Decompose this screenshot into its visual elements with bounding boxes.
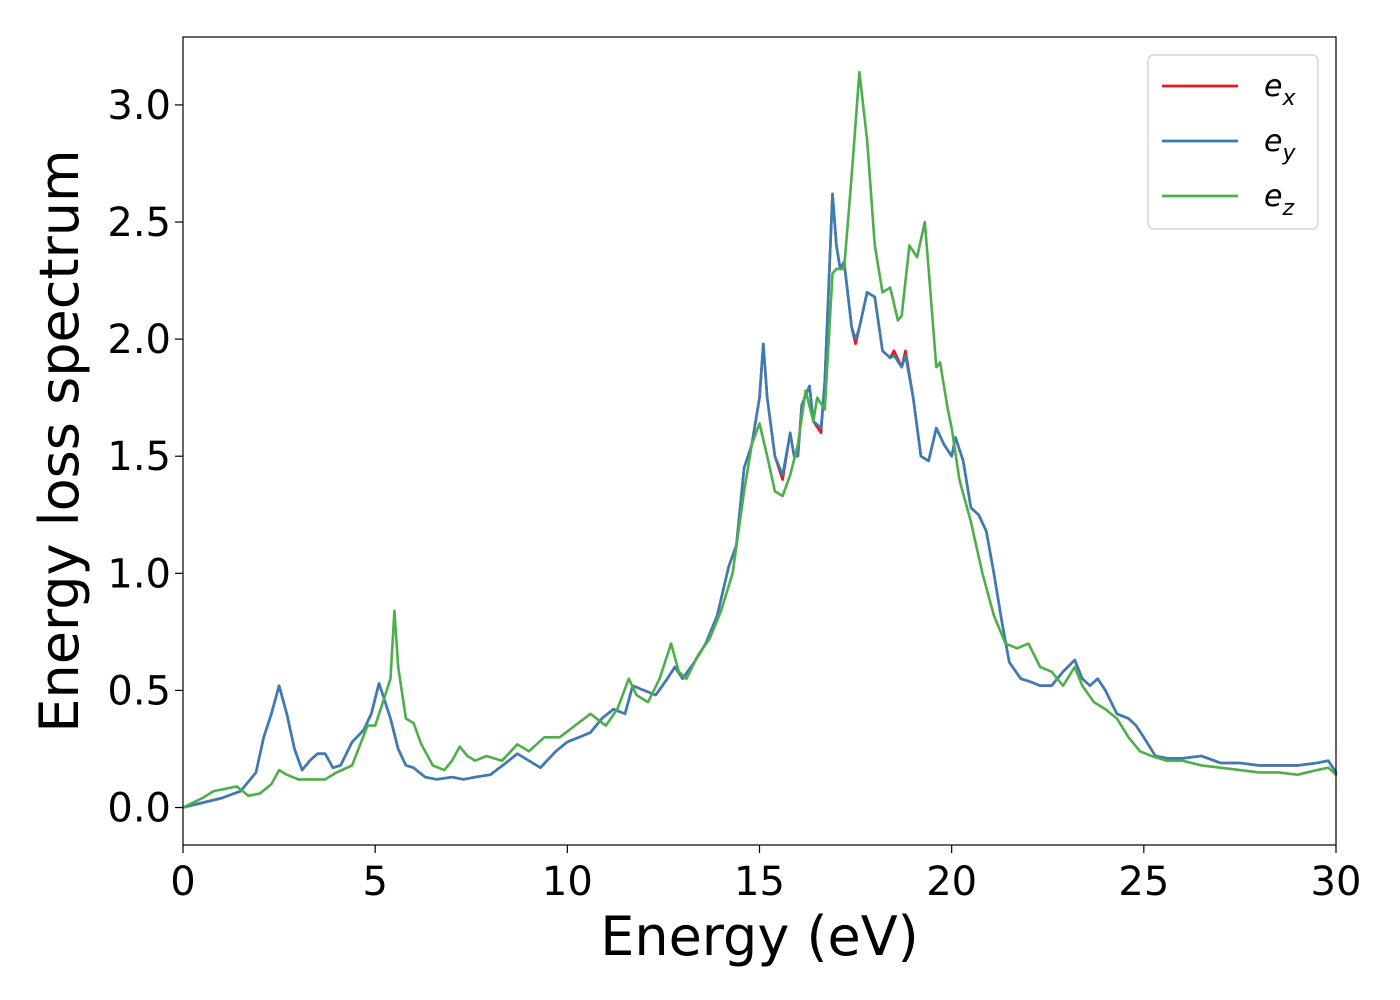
series-layer <box>181 70 1338 809</box>
legend-label-subscript: x <box>1281 86 1296 111</box>
x-tick-label: 15 <box>734 859 785 905</box>
x-axis-label: Energy (eV) <box>600 905 919 968</box>
y-tick-label: 1.5 <box>107 434 171 480</box>
y-tick-label: 2.5 <box>107 200 171 246</box>
series-line-ex <box>181 192 1338 809</box>
legend-label-base: e <box>1264 124 1282 159</box>
y-tick-label: 2.0 <box>107 317 171 363</box>
legend-label-subscript: z <box>1281 196 1294 221</box>
x-tick-label: 10 <box>542 859 593 905</box>
series-line-ez <box>181 70 1338 809</box>
x-tick-label: 0 <box>170 859 195 905</box>
y-axis: 0.0 0.5 1.0 1.5 2.0 2.5 3.0 <box>107 83 183 832</box>
legend-label-base: e <box>1264 69 1282 104</box>
x-tick-label: 5 <box>362 859 387 905</box>
y-tick-label: 1.0 <box>107 551 171 597</box>
legend-label-base: e <box>1264 179 1282 214</box>
x-tick-label: 30 <box>1311 859 1362 905</box>
y-axis-label: Energy loss spectrum <box>28 149 91 732</box>
series-line-ey <box>181 192 1338 809</box>
legend-label-subscript: y <box>1281 141 1296 166</box>
legend-label-ez: ez <box>1264 179 1294 221</box>
legend-label-ey: ey <box>1264 124 1296 166</box>
y-tick-label: 0.5 <box>107 668 171 714</box>
y-tick-label: 3.0 <box>107 83 171 129</box>
x-tick-label: 20 <box>926 859 977 905</box>
x-tick-label: 25 <box>1118 859 1169 905</box>
legend-label-ex: ex <box>1264 69 1296 111</box>
y-tick-label: 0.0 <box>107 786 171 832</box>
x-axis: 0 5 10 15 20 25 30 <box>170 845 1361 905</box>
